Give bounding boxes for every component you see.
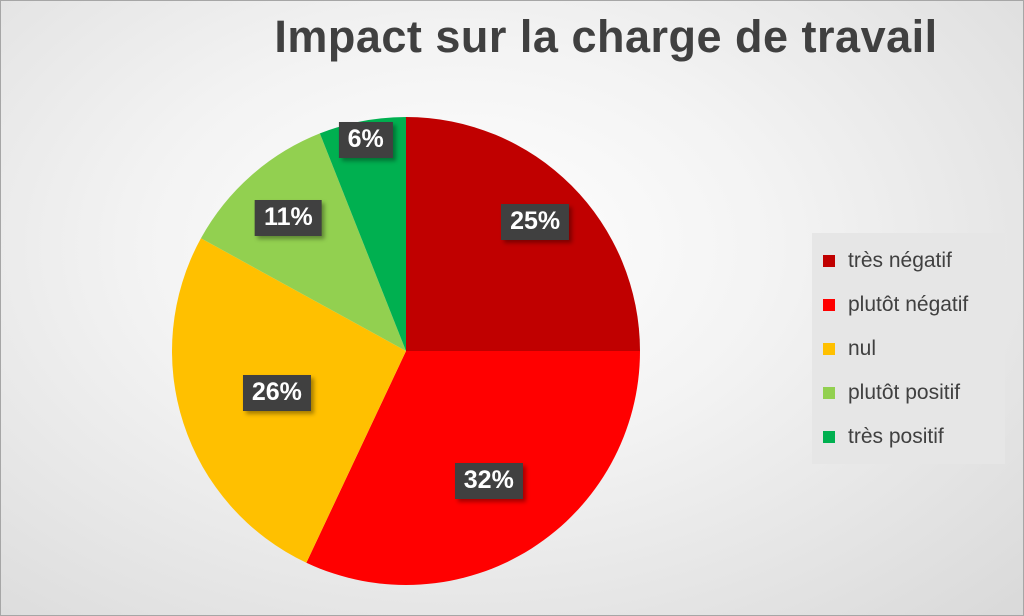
legend-swatch	[823, 343, 835, 355]
data-label-tres-negatif: 25%	[501, 203, 570, 240]
legend-label: plutôt positif	[848, 381, 961, 404]
data-label-plutot-positif: 11%	[255, 199, 322, 236]
legend-item-tres-positif: très positif	[812, 415, 1005, 459]
legend-item-plutot-positif: plutôt positif	[812, 371, 1005, 415]
pie-slice-plutot-positif	[200, 133, 406, 351]
legend-label: plutôt négatif	[848, 293, 969, 316]
legend-item-plutot-negatif: plutôt négatif	[812, 283, 1005, 327]
legend-swatch	[823, 387, 835, 399]
legend-label: très négatif	[848, 249, 952, 272]
legend-swatch	[823, 255, 835, 267]
legend-label: très positif	[848, 425, 944, 448]
legend-item-tres-negatif: très négatif	[812, 239, 1005, 283]
legend-label: nul	[848, 337, 877, 360]
legend-swatch	[823, 299, 835, 311]
legend-item-nul: nul	[812, 327, 1005, 371]
data-label-tres-positif: 6%	[338, 121, 393, 158]
data-label-plutot-negatif: 32%	[454, 463, 523, 500]
data-label-nul: 26%	[242, 374, 311, 411]
chart-title: Impact sur la charge de travail	[274, 11, 938, 62]
pie-slice-tres-positif	[319, 117, 406, 351]
legend: très négatif plutôt négatif nul plutôt posi…	[812, 233, 1005, 464]
legend-swatch	[823, 431, 835, 443]
